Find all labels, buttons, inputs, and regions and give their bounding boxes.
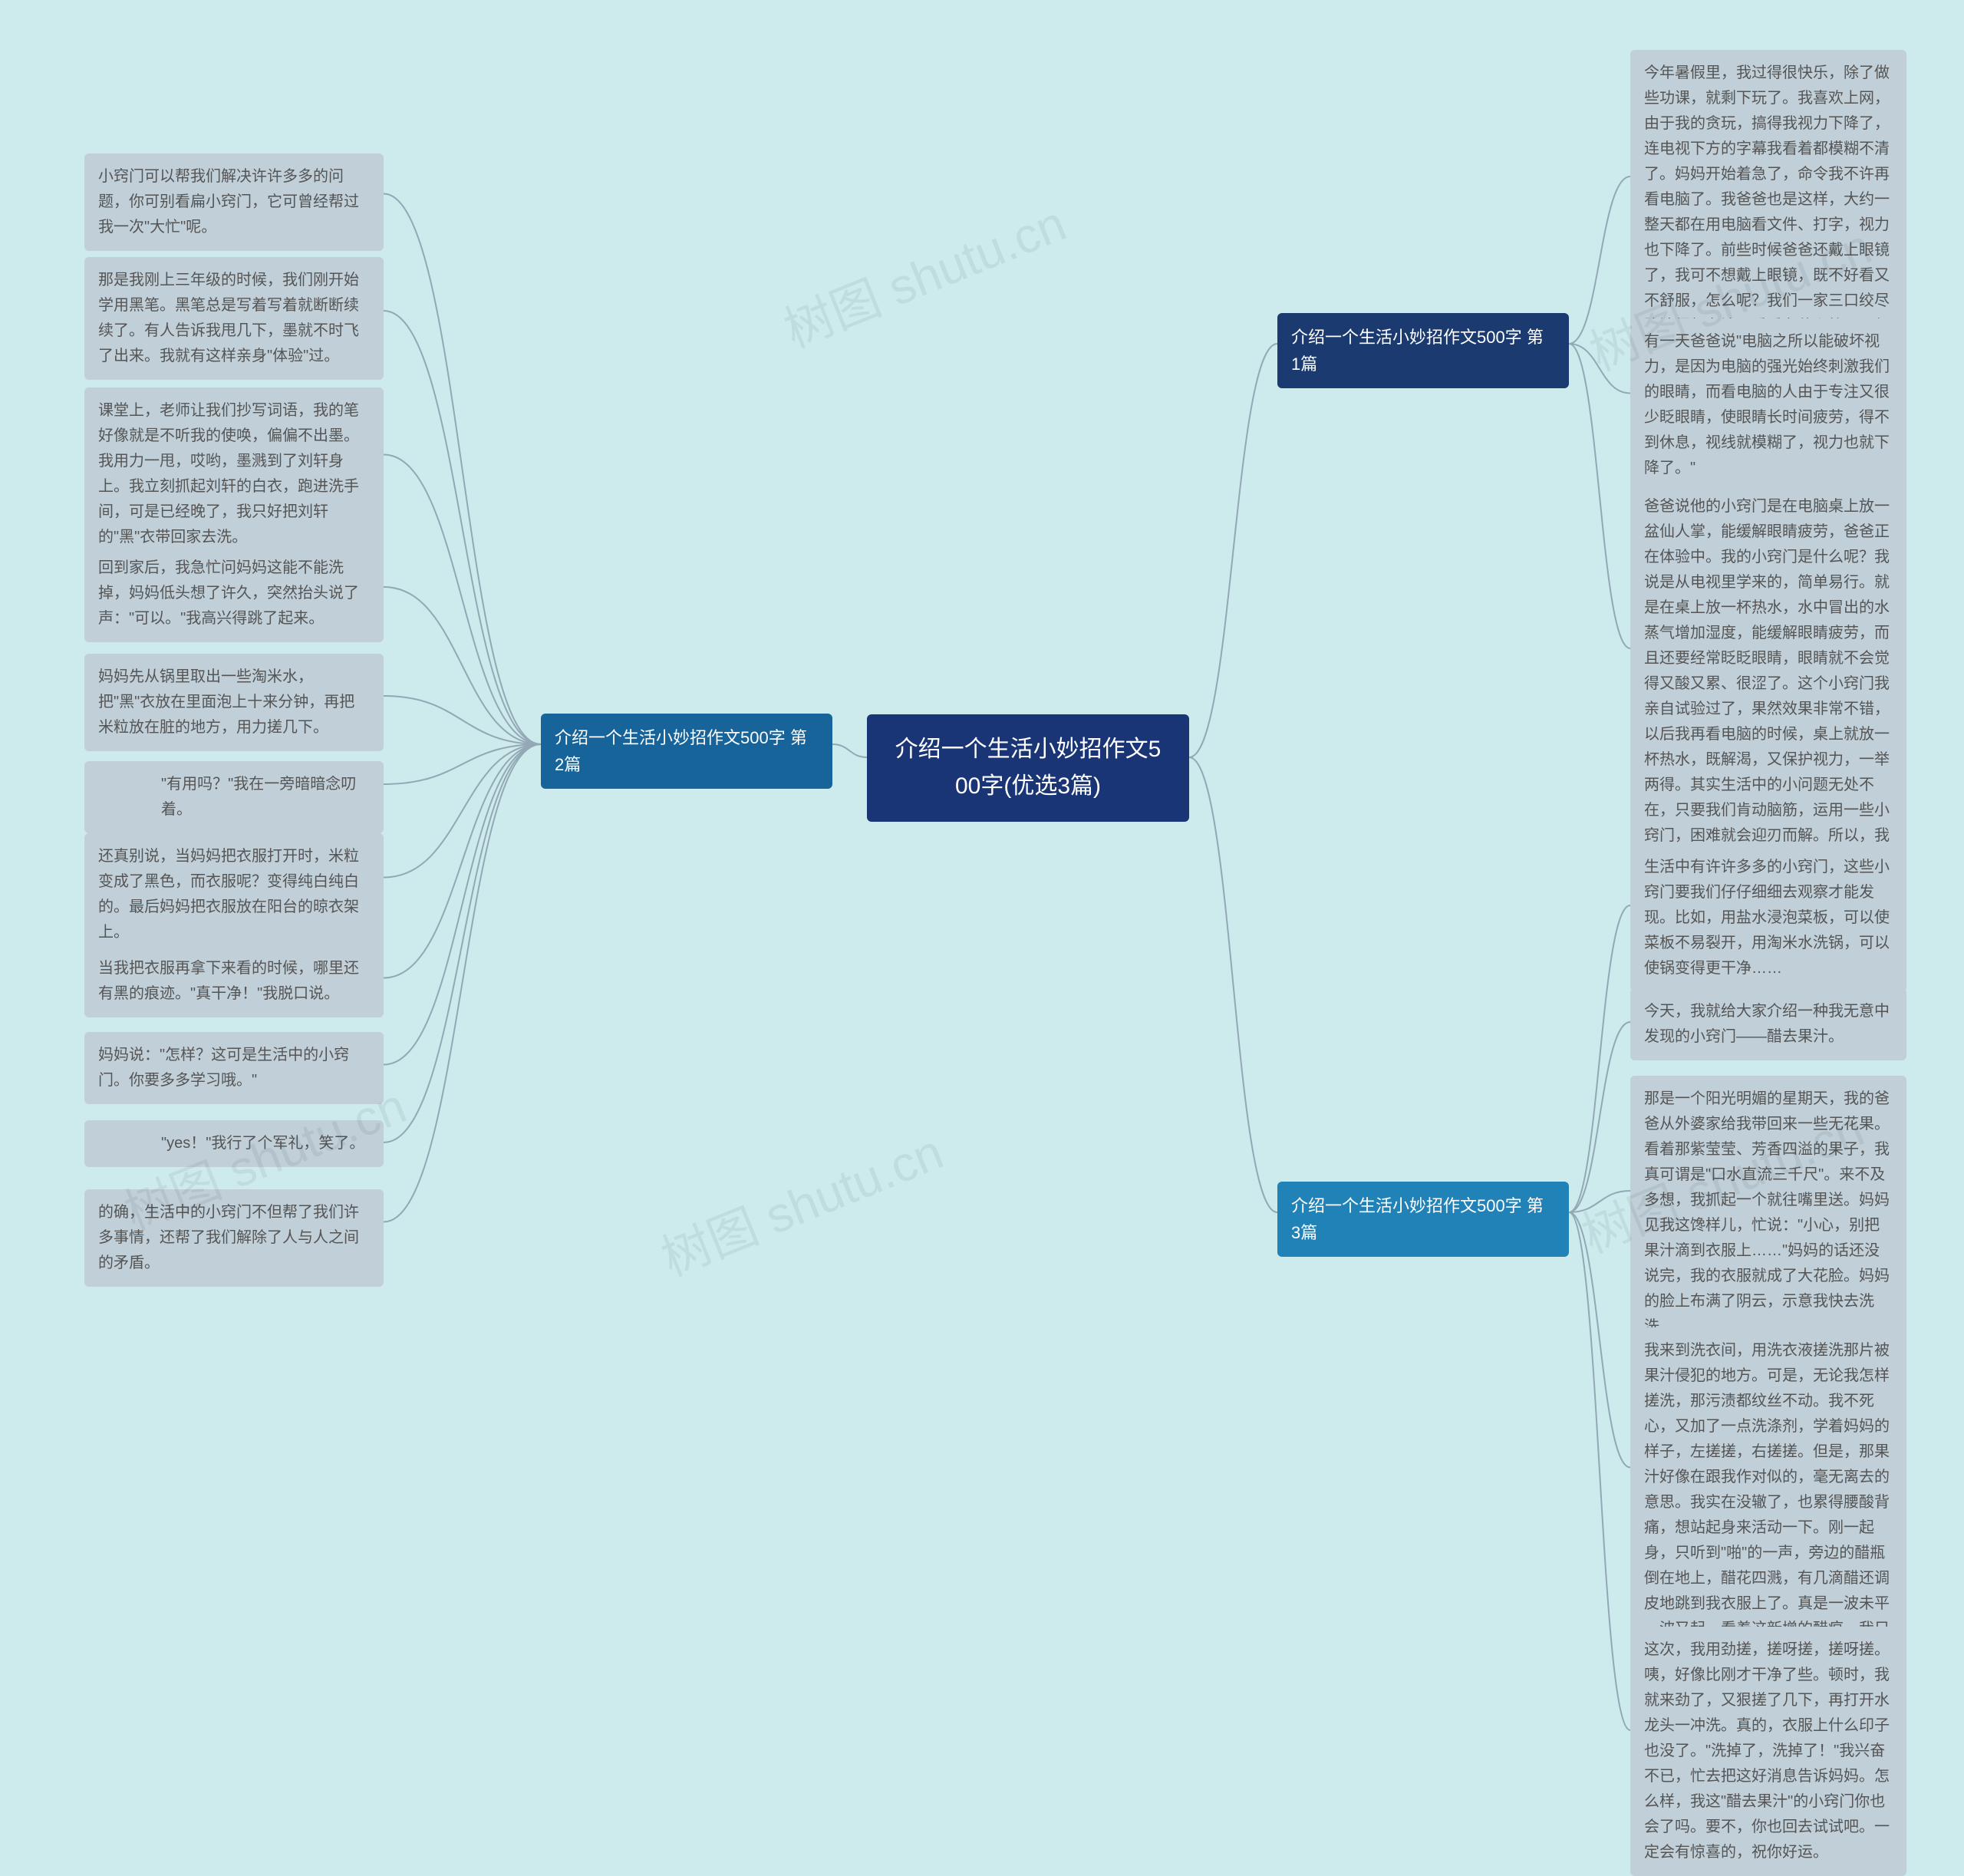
leaf-node-b1-1: 有一天爸爸说"电脑之所以能破坏视力，是因为电脑的强光始终刺激我们的眼睛，而看电脑…	[1630, 318, 1906, 492]
leaf-node-b2-1: 那是我刚上三年级的时候，我们刚开始学用黑笔。黑笔总是写着写着就断断续续了。有人告…	[84, 257, 384, 380]
leaf-node-b2-6: 还真别说，当妈妈把衣服打开时，米粒变成了黑色，而衣服呢？变得纯白纯白的。最后妈妈…	[84, 833, 384, 956]
leaf-node-b2-2: 课堂上，老师让我们抄写词语，我的笔好像就是不听我的使唤，偏偏不出墨。我用力一甩，…	[84, 387, 384, 561]
branch-node-b2: 介绍一个生活小妙招作文500字 第2篇	[541, 714, 832, 789]
leaf-node-b3-0: 生活中有许许多多的小窍门，这些小窍门要我们仔仔细细去观察才能发现。比如，用盐水浸…	[1630, 844, 1906, 992]
leaf-node-b3-3: 我来到洗衣间，用洗衣液搓洗那片被果汁侵犯的地方。可是，无论我怎样搓洗，那污渍都纹…	[1630, 1327, 1906, 1678]
leaf-node-b2-3: 回到家后，我急忙问妈妈这能不能洗掉，妈妈低头想了许久，突然抬头说了声："可以。"…	[84, 545, 384, 642]
leaf-node-b2-5: "有用吗？"我在一旁暗暗念叨着。	[84, 761, 384, 833]
leaf-node-b3-2: 那是一个阳光明媚的星期天，我的爸爸从外婆家给我带回来一些无花果。看着那紫莹莹、芳…	[1630, 1076, 1906, 1350]
branch-node-b3: 介绍一个生活小妙招作文500字 第3篇	[1277, 1182, 1569, 1257]
watermark: 树图 shutu.cn	[650, 1113, 952, 1291]
center-node: 介绍一个生活小妙招作文500字(优选3篇)	[867, 714, 1189, 822]
leaf-node-b2-8: 妈妈说："怎样？这可是生活中的小窍门。你要多多学习哦。"	[84, 1032, 384, 1104]
branch-node-b1: 介绍一个生活小妙招作文500字 第1篇	[1277, 313, 1569, 388]
leaf-node-b2-4: 妈妈先从锅里取出一些淘米水，把"黑"衣放在里面泡上十来分钟，再把米粒放在脏的地方…	[84, 654, 384, 751]
leaf-node-b2-9: "yes！"我行了个军礼，笑了。	[84, 1120, 384, 1167]
leaf-node-b2-10: 的确，生活中的小窍门不但帮了我们许多事情，还帮了我们解除了人与人之间的矛盾。	[84, 1189, 384, 1287]
watermark: 树图 shutu.cn	[773, 185, 1075, 362]
leaf-node-b3-4: 这次，我用劲搓，搓呀搓，搓呀搓。咦，好像比刚才干净了些。顿时，我就来劲了，又狠搓…	[1630, 1627, 1906, 1876]
leaf-node-b2-0: 小窍门可以帮我们解决许许多多的问题，你可别看扁小窍门，它可曾经帮过我一次"大忙"…	[84, 153, 384, 251]
leaf-node-b3-1: 今天，我就给大家介绍一种我无意中发现的小窍门——醋去果汁。	[1630, 988, 1906, 1060]
leaf-node-b2-7: 当我把衣服再拿下来看的时候，哪里还有黑的痕迹。"真干净！"我脱口说。	[84, 945, 384, 1017]
